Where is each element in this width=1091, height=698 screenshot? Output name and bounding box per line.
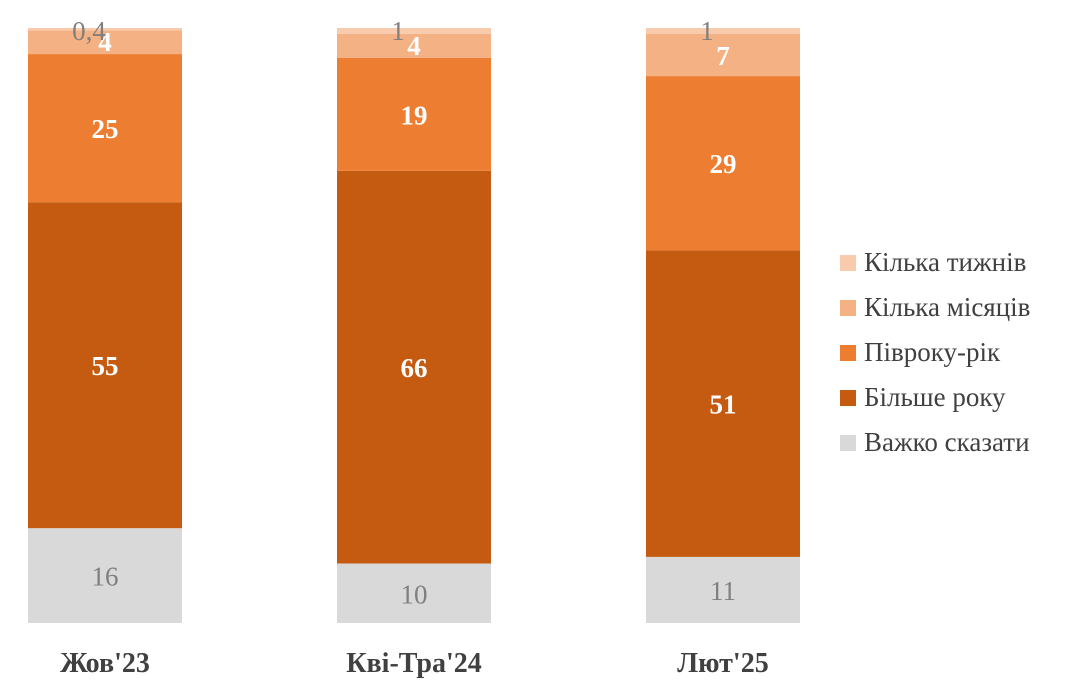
data-label: 0,4 — [72, 16, 106, 46]
legend-item-kilka-tyzhniv: Кілька тижнів — [840, 240, 1030, 285]
data-label: 19 — [401, 100, 428, 130]
data-label: 4 — [407, 31, 421, 61]
legend-label: Більше року — [864, 382, 1006, 412]
data-label: 7 — [716, 41, 730, 71]
data-label: 66 — [401, 353, 428, 383]
bar-segment — [337, 28, 491, 34]
legend-item-kilka-misyatsiv: Кілька місяців — [840, 285, 1030, 330]
legend-label: Кілька місяців — [864, 292, 1031, 322]
bar-segment — [337, 563, 491, 623]
legend-item-vazhko-skazaty: Важко сказати — [840, 420, 1030, 465]
bar-segment — [28, 54, 182, 203]
category-label: Жов'23 — [60, 648, 150, 679]
data-label: 29 — [710, 149, 737, 179]
legend-swatch — [840, 254, 856, 271]
bars-layer — [28, 28, 800, 623]
data-label: 51 — [710, 390, 737, 420]
legend-label: Важко сказати — [864, 427, 1030, 457]
bar-segment — [646, 34, 800, 77]
bar-segment — [337, 170, 491, 564]
legend: Кілька тижнів Кілька місяців Півроку-рік… — [840, 240, 1030, 465]
legend-swatch — [840, 344, 856, 361]
data-label: 1 — [391, 16, 405, 46]
bar-segment — [28, 528, 182, 623]
bar-segment — [646, 28, 800, 35]
data-label: 25 — [92, 114, 119, 144]
data-label: 1 — [700, 16, 714, 46]
bar-segment — [337, 57, 491, 171]
bar-segment — [28, 202, 182, 529]
data-label: 16 — [92, 562, 119, 592]
legend-label: Кілька тижнів — [864, 247, 1027, 277]
category-labels-layer: Жов'23 Кві-Тра'24 Лют'25 — [60, 648, 769, 679]
bar-segment — [646, 556, 800, 623]
category-label: Лют'25 — [677, 648, 768, 679]
category-label: Кві-Тра'24 — [346, 648, 482, 679]
bar-segment — [646, 250, 800, 557]
legend-label: Півроку-рік — [864, 337, 1001, 367]
legend-swatch — [840, 299, 856, 316]
data-label: 10 — [401, 579, 428, 609]
legend-item-bilshe-roku: Більше року — [840, 375, 1030, 420]
data-label: 11 — [710, 576, 736, 606]
bar-segment — [337, 33, 491, 58]
bar-segment — [28, 30, 182, 55]
data-label: 55 — [92, 351, 119, 381]
data-label: 4 — [98, 27, 112, 57]
legend-swatch — [840, 389, 856, 406]
legend-swatch — [840, 434, 856, 451]
bar-segment — [28, 28, 182, 31]
legend-item-pivroku-rik: Півроку-рік — [840, 330, 1030, 375]
bar-segment — [646, 76, 800, 251]
